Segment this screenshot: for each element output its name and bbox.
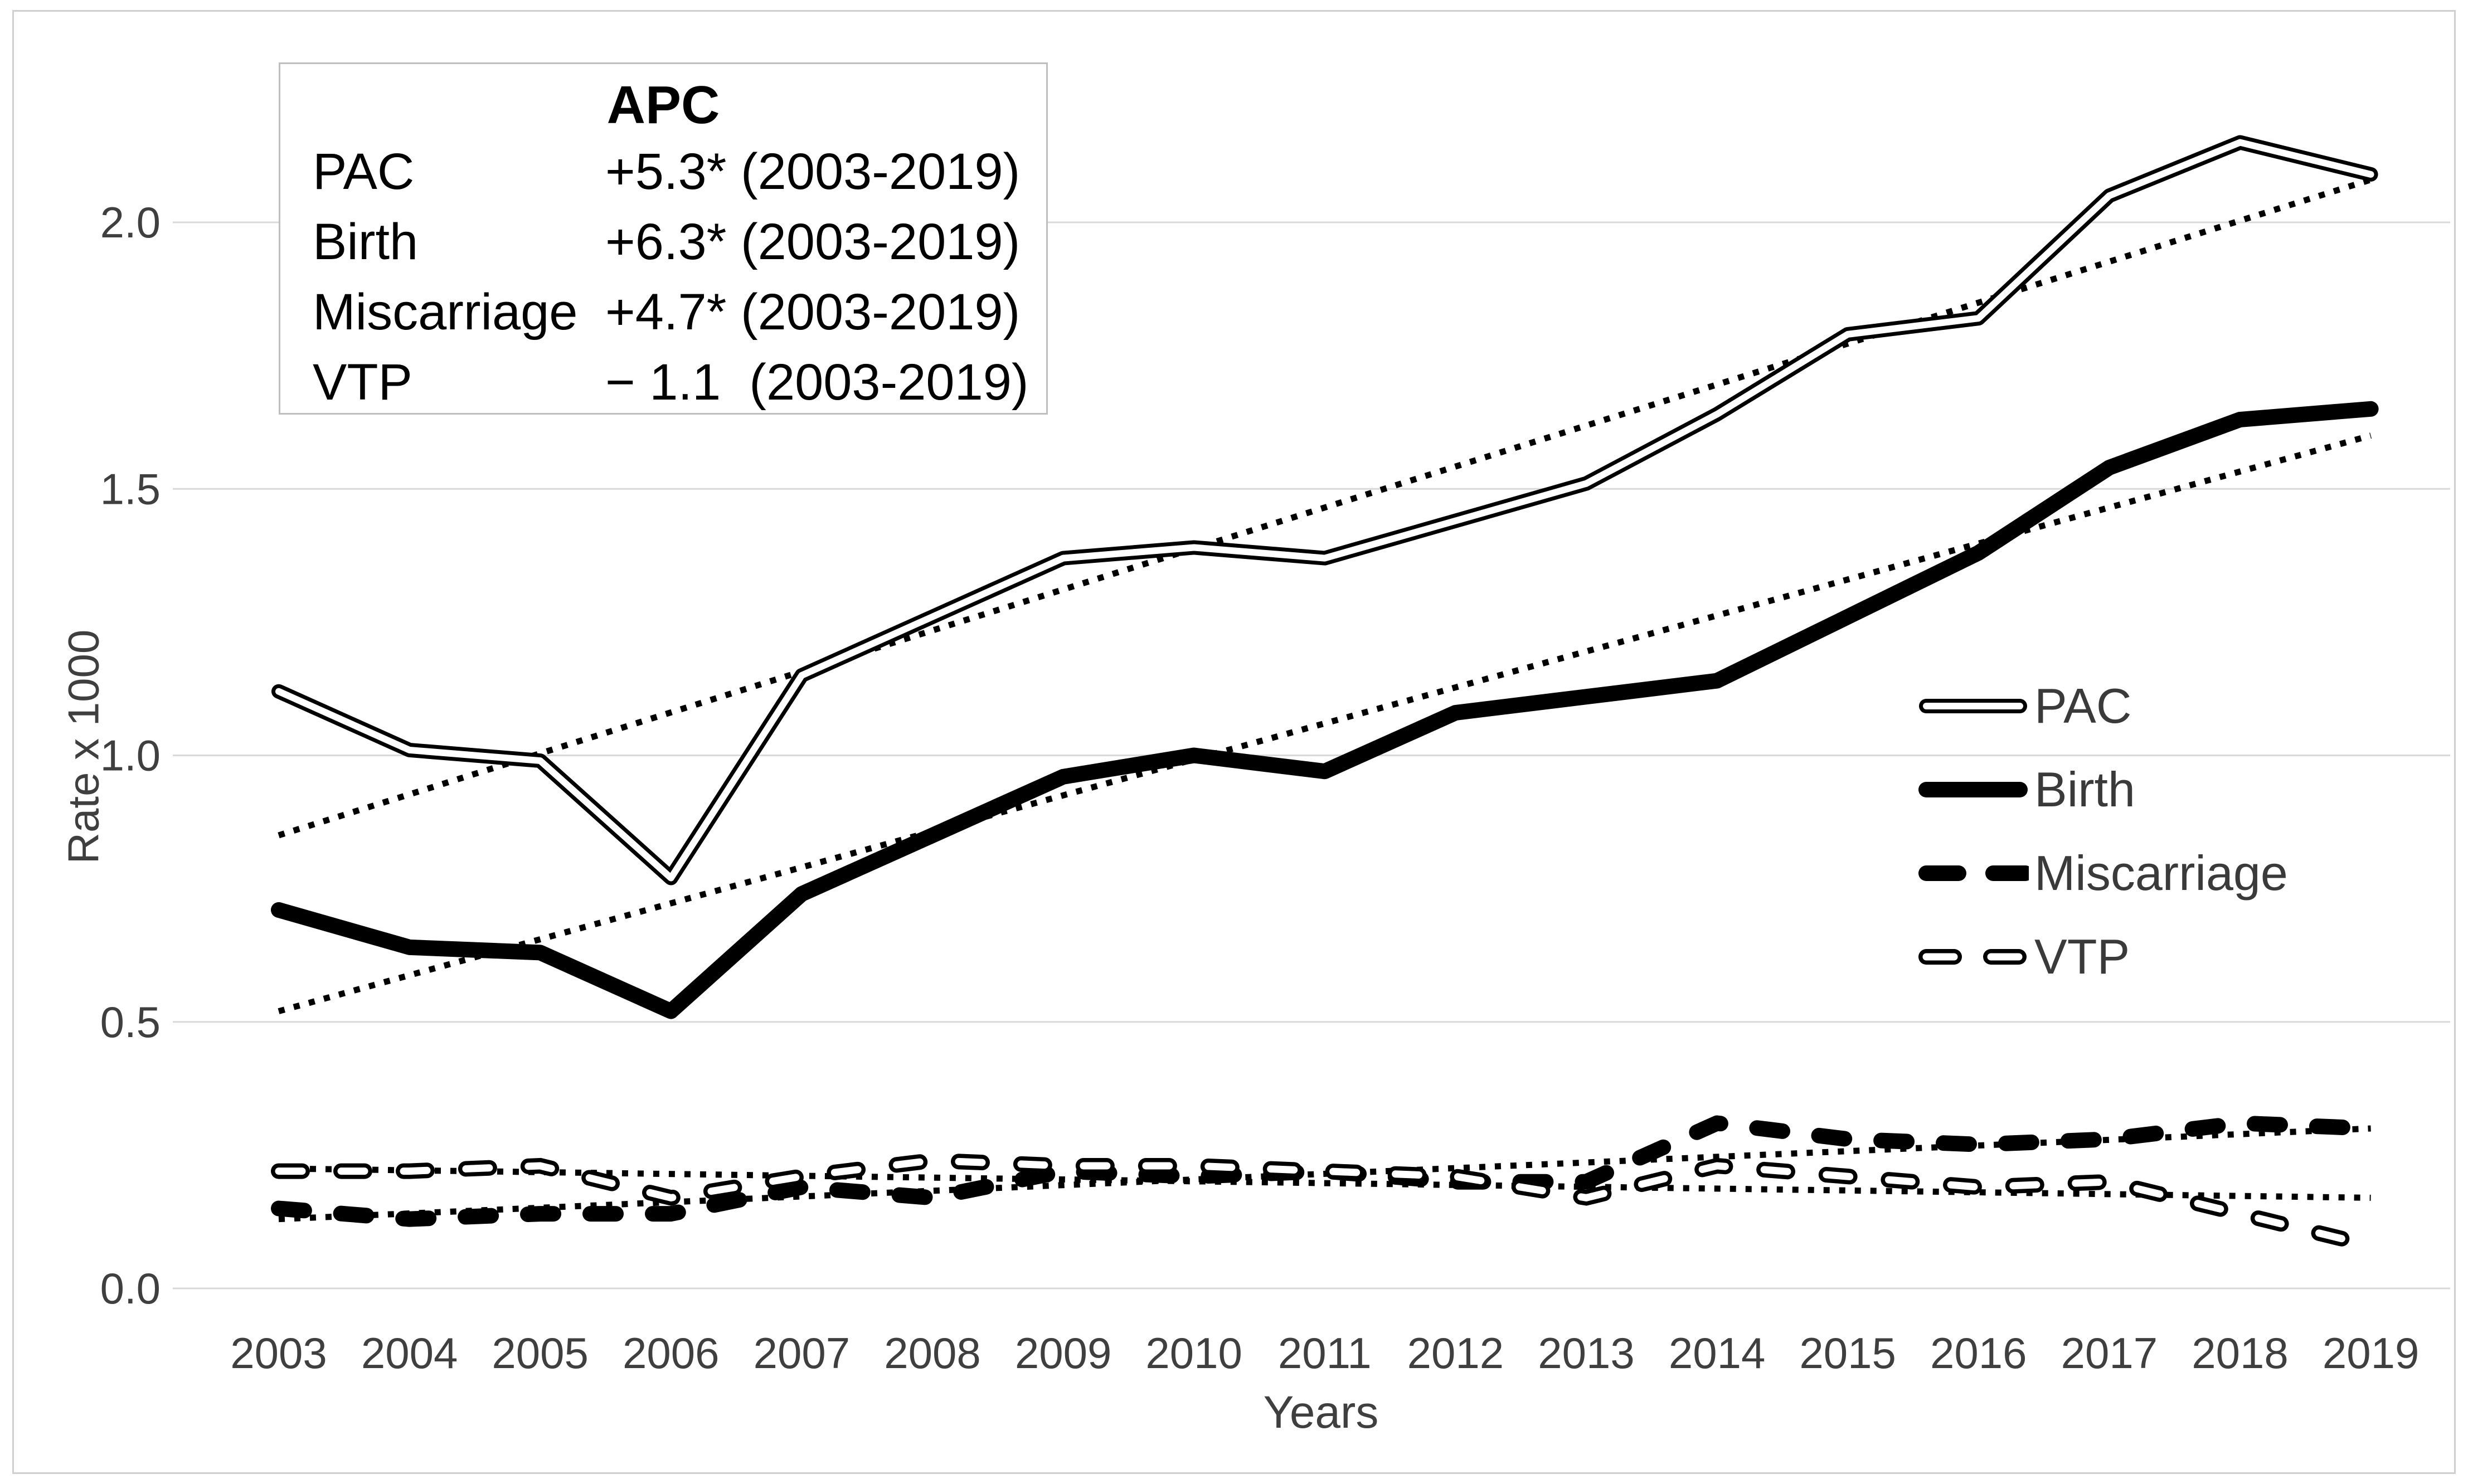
x-tick-label: 2009 (1015, 1329, 1112, 1378)
y-tick-label: 0.5 (100, 998, 161, 1047)
miscarriage-line-swatch-icon (1918, 865, 2029, 881)
x-tick-label: 2019 (2323, 1329, 2420, 1378)
trendline-pac (278, 177, 2372, 839)
legend-label: Birth (2034, 762, 2135, 817)
apc-row-label: VTP (313, 354, 412, 411)
x-tick-label: 2004 (361, 1329, 458, 1378)
apc-row-value: +6.3* (2003-2019) (605, 213, 1021, 270)
vtp-line-swatch-icon (1918, 949, 2029, 965)
x-tick-label: 2012 (1407, 1329, 1504, 1378)
chart-legend: PAC Birth Miscarriage VTP (1917, 664, 2288, 999)
legend-item-pac: PAC (1917, 664, 2288, 748)
x-tick-label: 2013 (1538, 1329, 1635, 1378)
pac-line-swatch-icon (1919, 699, 2027, 713)
x-tick-label: 2006 (623, 1329, 720, 1378)
legend-item-miscarriage: Miscarriage (1917, 831, 2288, 915)
apc-row-label: PAC (313, 143, 415, 200)
apc-row-value: +5.3* (2003-2019) (605, 143, 1021, 200)
apc-row-value: +4.7* (2003-2019) (605, 284, 1021, 340)
x-tick-label: 2017 (2061, 1329, 2158, 1378)
y-tick-label: 1.5 (100, 464, 161, 513)
x-tick-label: 2018 (2192, 1329, 2289, 1378)
apc-row-birth: Birth +6.3* (2003-2019) (280, 207, 1046, 277)
apc-box-title: APC (606, 75, 720, 135)
legend-item-birth: Birth (1917, 748, 2288, 831)
apc-row-vtp: VTP − 1.1 (2003-2019) (280, 347, 1046, 417)
apc-row-value: − 1.1 (2003-2019) (605, 354, 1029, 411)
series-line-vtp (275, 1156, 2375, 1249)
legend-label: Miscarriage (2034, 845, 2288, 901)
apc-annotation-box: APC PAC +5.3* (2003-2019) Birth +6.3* (2… (279, 62, 1048, 415)
apc-row-label: Birth (313, 213, 419, 270)
x-tick-label: 2003 (230, 1329, 327, 1378)
trendline-birth (278, 432, 2372, 1014)
x-tick-label: 2015 (1799, 1329, 1896, 1378)
series-line-birth (271, 401, 2379, 1019)
legend-label: PAC (2034, 678, 2132, 733)
apc-row-miscarriage: Miscarriage +4.7* (2003-2019) (280, 277, 1046, 347)
x-tick-label: 2014 (1669, 1329, 1766, 1378)
x-tick-label: 2008 (884, 1329, 981, 1378)
apc-row-pac: PAC +5.3* (2003-2019) (280, 137, 1046, 207)
x-tick-label: 2016 (1930, 1329, 2027, 1378)
trendline-miscarriage (278, 1125, 2371, 1223)
y-axis-title: Rate x 1000 (59, 629, 108, 864)
birth-line-swatch-icon (1918, 782, 2028, 797)
trendline-vtp (278, 1165, 2371, 1201)
x-tick-label: 2005 (492, 1329, 589, 1378)
y-tick-label: 2.0 (100, 198, 161, 247)
legend-label: VTP (2034, 929, 2130, 984)
x-tick-label: 2007 (754, 1329, 851, 1378)
series-line-pac (275, 139, 2374, 882)
y-tick-label: 0.0 (100, 1264, 161, 1313)
x-tick-label: 2011 (1278, 1329, 1372, 1378)
legend-item-vtp: VTP (1917, 915, 2288, 999)
x-tick-label: 2010 (1145, 1329, 1242, 1378)
y-tick-label: 1.0 (100, 731, 161, 780)
x-axis-title: Years (1263, 1387, 1379, 1438)
apc-row-label: Miscarriage (313, 284, 578, 340)
series-line-miscarriage (271, 1115, 2379, 1227)
